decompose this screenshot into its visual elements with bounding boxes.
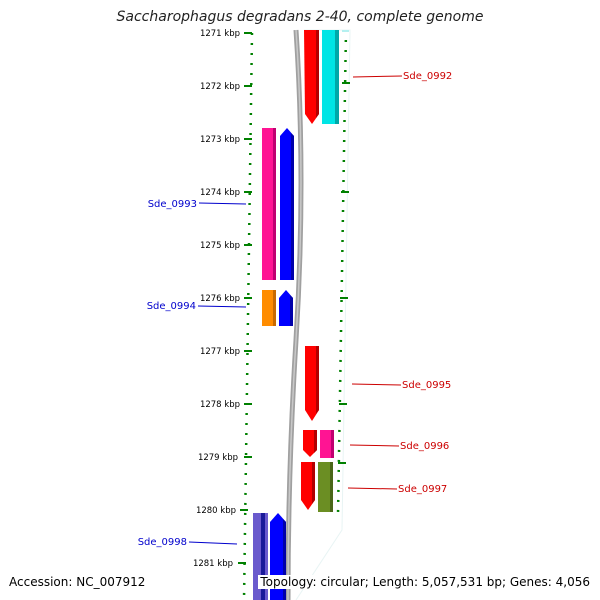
ruler-label: 1275 kbp xyxy=(200,241,240,251)
leader-line xyxy=(198,202,247,205)
gene-label-sde-0996[interactable]: Sde_0996 xyxy=(400,441,449,452)
accession-label: Accession: NC_007912 xyxy=(9,575,146,589)
gene-arrow-shade xyxy=(316,346,319,414)
ruler-tick xyxy=(244,297,252,299)
gene-block-shade xyxy=(261,513,265,600)
ruler-tick xyxy=(244,244,252,246)
gene-sde-0997[interactable] xyxy=(301,462,333,512)
ruler-tick xyxy=(244,32,252,34)
gene-label-sde-0998[interactable]: Sde_0998 xyxy=(138,537,187,548)
ruler-tick xyxy=(240,509,248,511)
ruler-label: 1279 kbp xyxy=(198,453,238,463)
gene-block-shade xyxy=(330,462,333,512)
leader-line xyxy=(352,75,403,78)
gene-block xyxy=(342,30,349,32)
gene-label-sde-0995[interactable]: Sde_0995 xyxy=(402,380,451,391)
gene-arrow xyxy=(301,462,315,510)
ruler-label: 1276 kbp xyxy=(200,294,240,304)
gene-label-sde-0992[interactable]: Sde_0992 xyxy=(403,71,452,82)
ruler-label: 1271 kbp xyxy=(200,29,240,39)
ruler-label: 1280 kbp xyxy=(196,506,236,516)
right-ticks xyxy=(338,82,350,464)
gene-block xyxy=(322,30,339,124)
ruler-tick xyxy=(238,562,246,564)
gene-sde-0992[interactable] xyxy=(304,30,349,124)
gene-label-sde-0993[interactable]: Sde_0993 xyxy=(148,199,197,210)
gene-arrow-shade xyxy=(316,30,319,118)
ruler-label: 1277 kbp xyxy=(200,347,240,357)
gene-block-shade xyxy=(331,430,334,458)
gene-sde-0996[interactable] xyxy=(303,430,334,458)
left-dotted-boundary xyxy=(242,32,254,600)
gene-arrow-shade xyxy=(291,133,294,280)
gene-block xyxy=(320,430,334,458)
ruler-label: 1278 kbp xyxy=(200,400,240,410)
leader-line xyxy=(347,487,398,490)
gene-arrow xyxy=(279,290,293,326)
gene-sde-0995[interactable] xyxy=(305,346,319,421)
ruler-tick xyxy=(244,138,252,140)
leader-line xyxy=(197,305,247,308)
gene-arrow xyxy=(303,430,317,457)
ruler-tick xyxy=(244,403,252,405)
gene-arrow xyxy=(304,30,319,124)
leader-line xyxy=(351,383,402,386)
leader-line xyxy=(188,541,238,545)
right-dotted-boundary xyxy=(336,29,348,516)
genome-title: Saccharophagus degradans 2-40, complete … xyxy=(116,9,484,25)
leader-line xyxy=(349,444,400,447)
genome-backbone-highlight xyxy=(287,29,302,600)
gene-block xyxy=(262,128,276,280)
gene-label-sde-0997[interactable]: Sde_0997 xyxy=(398,484,447,495)
gene-arrow-shade xyxy=(290,295,293,326)
gene-block-shade xyxy=(273,290,276,326)
gene-sde-0993[interactable] xyxy=(262,128,294,280)
gene-arrow xyxy=(280,128,294,280)
gene-block xyxy=(318,462,333,512)
gene-arrow-shade xyxy=(312,462,315,504)
ruler-tick xyxy=(244,350,252,352)
gene-sde-0994[interactable] xyxy=(262,290,293,326)
ruler-label: 1281 kbp xyxy=(193,559,233,569)
gene-block xyxy=(262,290,276,326)
gene-block-shade xyxy=(273,128,276,280)
genome-summary: Topology: circular; Length: 5,057,531 bp… xyxy=(258,575,590,589)
ruler-label: 1274 kbp xyxy=(200,188,240,198)
ruler-tick xyxy=(244,456,252,458)
ruler-tick xyxy=(244,85,252,87)
ruler-label: 1273 kbp xyxy=(200,135,240,145)
gene-block-shade xyxy=(335,30,339,124)
gene-arrow-shade xyxy=(314,430,317,453)
ruler-label: 1272 kbp xyxy=(200,82,240,92)
gene-arrow xyxy=(305,346,319,421)
ruler: 1271 kbp 1272 kbp 1273 kbp 1274 kbp 1275… xyxy=(193,29,252,569)
ruler-tick xyxy=(244,191,252,193)
gene-label-sde-0994[interactable]: Sde_0994 xyxy=(147,301,196,312)
